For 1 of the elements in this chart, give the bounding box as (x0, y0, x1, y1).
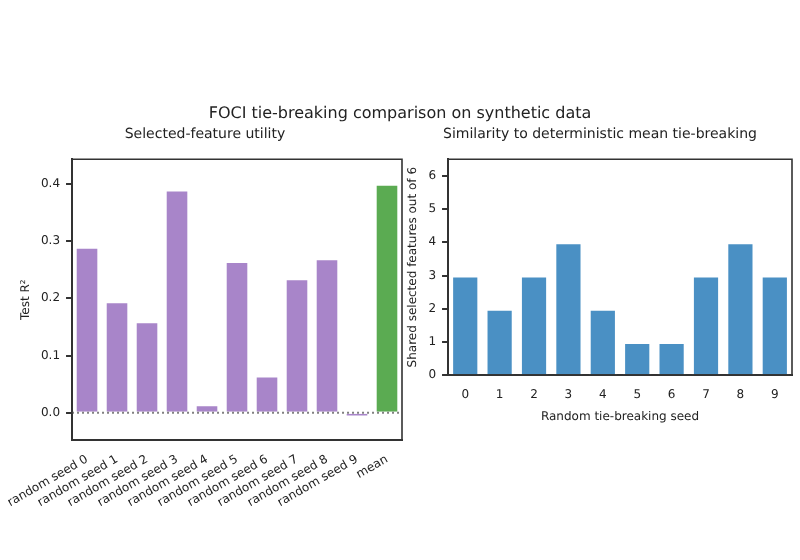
chart-title: FOCI tie-breaking comparison on synthetic data (206, 104, 594, 122)
